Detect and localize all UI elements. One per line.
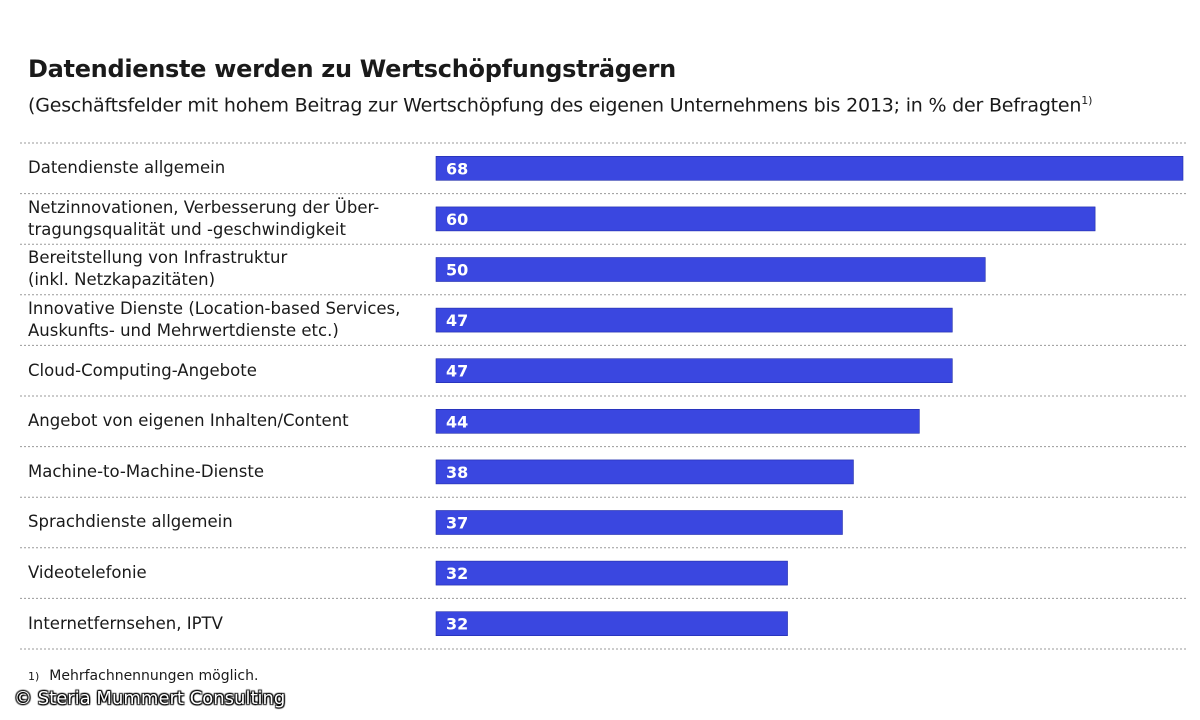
bar-value-label: 47 [446, 362, 468, 381]
bar-value-label: 60 [446, 210, 468, 229]
category-label: Machine-to-Machine-Dienste [28, 449, 428, 496]
subtitle-text: (Geschäftsfelder mit hohem Beitrag zur W… [28, 94, 1082, 117]
bar [435, 459, 854, 485]
category-label: Bereitstellung von Infrastruktur (inkl. N… [28, 246, 428, 293]
bar [435, 408, 920, 434]
category-label: Videotelefonie [28, 550, 428, 597]
category-label: Cloud-Computing-Angebote [28, 347, 428, 394]
bar [435, 358, 953, 384]
category-label-line: Videotelefonie [28, 563, 147, 583]
category-label-line: (inkl. Netzkapazitäten) [28, 270, 216, 290]
category-label-line: Innovative Dienste (Location-based Servi… [28, 299, 401, 319]
category-label: Internetfernsehen, IPTV [28, 600, 428, 647]
copyright-watermark: © Steria Mummert Consulting [14, 688, 286, 709]
category-label-line: Internetfernsehen, IPTV [28, 613, 223, 633]
bar-value-label: 32 [446, 564, 468, 583]
category-label-line: Auskunfts- und Mehrwertdienste etc.) [28, 321, 339, 341]
category-label-line: Angebot von eigenen Inhalten/Content [28, 411, 349, 431]
footnote-mark: 1) [28, 670, 40, 683]
bar-value-label: 47 [446, 311, 468, 330]
category-label: Sprachdienste allgemein [28, 499, 428, 546]
footnote: 1) Mehrfachnennungen möglich. [28, 668, 258, 684]
chart-subtitle: (Geschäftsfelder mit hohem Beitrag zur W… [28, 94, 1092, 116]
bar-value-label: 44 [446, 412, 468, 431]
footnote-text: Mehrfachnennungen möglich. [49, 668, 259, 684]
bar [435, 156, 1184, 181]
bar [435, 611, 788, 637]
category-label-line: Machine-to-Machine-Dienste [28, 461, 264, 481]
category-label-line: Sprachdienste allgemein [28, 512, 233, 532]
category-label-line: Bereitstellung von Infrastruktur [28, 248, 288, 268]
bar [435, 307, 953, 333]
category-label: Angebot von eigenen Inhalten/Content [28, 398, 428, 445]
bar [435, 510, 843, 535]
bar-value-label: 32 [446, 615, 468, 634]
bar [435, 560, 788, 586]
bar-value-label: 37 [446, 514, 468, 533]
bar [435, 206, 1096, 232]
category-label: Netzinnovationen, Verbesserung der Über-… [28, 196, 428, 243]
category-label-line: tragungsqualität und -geschwindigkeit [28, 219, 346, 239]
category-label: Innovative Dienste (Location-based Servi… [28, 297, 428, 344]
category-label-line: Cloud-Computing-Angebote [28, 360, 257, 380]
category-label: Datendienste allgemein [28, 145, 428, 192]
bar-value-label: 50 [446, 261, 468, 280]
category-label-line: Datendienste allgemein [28, 158, 226, 178]
bar [435, 257, 986, 282]
bar-value-label: 38 [446, 463, 468, 482]
subtitle-footnote-mark: 1) [1081, 94, 1093, 107]
chart-title: Datendienste werden zu Wertschöpfungsträ… [28, 55, 676, 83]
category-label-line: Netzinnovationen, Verbesserung der Über- [28, 197, 380, 217]
bar-value-label: 68 [446, 159, 468, 178]
